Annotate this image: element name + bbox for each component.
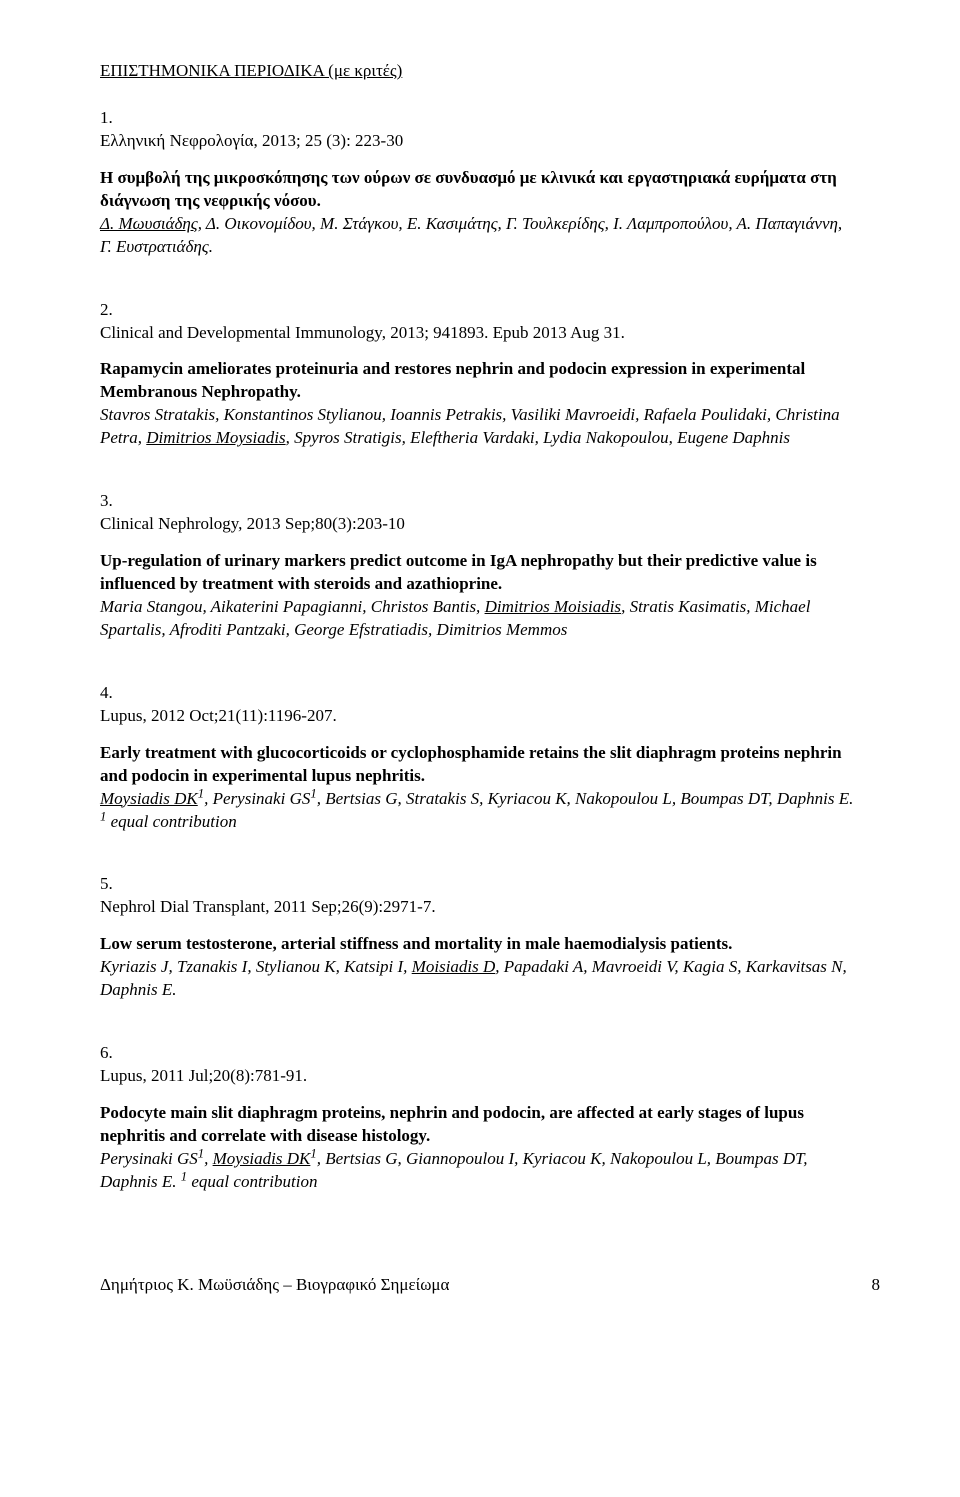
publication-title: Early treatment with glucocorticoids or … xyxy=(100,742,854,788)
entry-number: 1. xyxy=(100,107,122,130)
authors-pre: Maria Stangou, Aikaterini Papagianni, Ch… xyxy=(100,597,485,616)
authors-line: Δ. Μωυσιάδης, Δ. Οικονομίδου, Μ. Στάγκου… xyxy=(100,213,854,259)
authors-tail: equal contribution xyxy=(106,812,236,831)
entry-number: 6. xyxy=(100,1042,122,1065)
journal-citation: Clinical Nephrology, 2013 Sep;80(3):203-… xyxy=(100,513,854,536)
journal-citation: Lupus, 2012 Oct;21(11):1196-207. xyxy=(100,705,854,728)
publication-title: Η συμβολή της μικροσκόπησης των ούρων σε… xyxy=(100,167,854,213)
publication-entry: 3. Clinical Nephrology, 2013 Sep;80(3):2… xyxy=(100,490,880,642)
authors-line: Maria Stangou, Aikaterini Papagianni, Ch… xyxy=(100,596,854,642)
author-underlined: Δ. Μωυσιάδης xyxy=(100,214,198,233)
publication-title: Rapamycin ameliorates proteinuria and re… xyxy=(100,358,854,404)
section-heading: ΕΠΙΣΤΗΜΟΝΙΚΑ ΠΕΡΙΟΔΙΚΑ (με κριτές) xyxy=(100,60,880,83)
authors-mid: , Bertsias G, Stratakis S, Kyriacou K, N… xyxy=(317,789,854,808)
authors-rest: , Spyros Stratigis, Eleftheria Vardaki, … xyxy=(286,428,790,447)
entry-number: 4. xyxy=(100,682,122,705)
authors-pre: Kyriazis J, Tzanakis I, Stylianou K, Kat… xyxy=(100,957,412,976)
publication-title: Low serum testosterone, arterial stiffne… xyxy=(100,933,854,956)
publication-entry: 5. Nephrol Dial Transplant, 2011 Sep;26(… xyxy=(100,873,880,1002)
authors-line: Perysinaki GS1, Moysiadis DK1, Bertsias … xyxy=(100,1148,854,1194)
author-underlined: Moisiadis D xyxy=(412,957,496,976)
entry-number: 2. xyxy=(100,299,122,322)
publication-entry: 6. Lupus, 2011 Jul;20(8):781-91. Podocyt… xyxy=(100,1042,880,1194)
authors-line: Moysiadis DK1, Perysinaki GS1, Bertsias … xyxy=(100,788,854,834)
footer-left: Δημήτριος Κ. Μωϋσιάδης – Βιογραφικό Σημε… xyxy=(100,1274,449,1297)
entry-number: 5. xyxy=(100,873,122,896)
journal-citation: Nephrol Dial Transplant, 2011 Sep;26(9):… xyxy=(100,896,854,919)
author-underlined: Moysiadis DK xyxy=(213,1149,311,1168)
publication-entry: 2. Clinical and Developmental Immunology… xyxy=(100,299,880,451)
author-underlined: Moysiadis DK xyxy=(100,789,198,808)
authors-rest: , Δ. Οικονομίδου, Μ. Στάγκου, Ε. Κασιμάτ… xyxy=(100,214,842,256)
publication-title: Podocyte main slit diaphragm proteins, n… xyxy=(100,1102,854,1148)
page-footer: Δημήτριος Κ. Μωϋσιάδης – Βιογραφικό Σημε… xyxy=(100,1274,880,1297)
journal-citation: Lupus, 2011 Jul;20(8):781-91. xyxy=(100,1065,854,1088)
entry-number: 3. xyxy=(100,490,122,513)
publication-title: Up-regulation of urinary markers predict… xyxy=(100,550,854,596)
author-underlined: Dimitrios Moisiadis xyxy=(485,597,622,616)
authors-pre: Perysinaki GS xyxy=(100,1149,198,1168)
journal-citation: Clinical and Developmental Immunology, 2… xyxy=(100,322,854,345)
authors-line: Stavros Stratakis, Konstantinos Styliano… xyxy=(100,404,854,450)
authors-line: Kyriazis J, Tzanakis I, Stylianou K, Kat… xyxy=(100,956,854,1002)
journal-citation: Ελληνική Νεφρολογία, 2013; 25 (3): 223-3… xyxy=(100,130,854,153)
publication-entry: 4. Lupus, 2012 Oct;21(11):1196-207. Earl… xyxy=(100,682,880,834)
publication-entry: 1. Ελληνική Νεφρολογία, 2013; 25 (3): 22… xyxy=(100,107,880,259)
authors-mid: , xyxy=(204,1149,213,1168)
footer-page-number: 8 xyxy=(872,1274,881,1297)
author-underlined: Dimitrios Moysiadis xyxy=(146,428,285,447)
authors-mid: , Perysinaki GS xyxy=(204,789,310,808)
authors-tail: equal contribution xyxy=(187,1172,317,1191)
